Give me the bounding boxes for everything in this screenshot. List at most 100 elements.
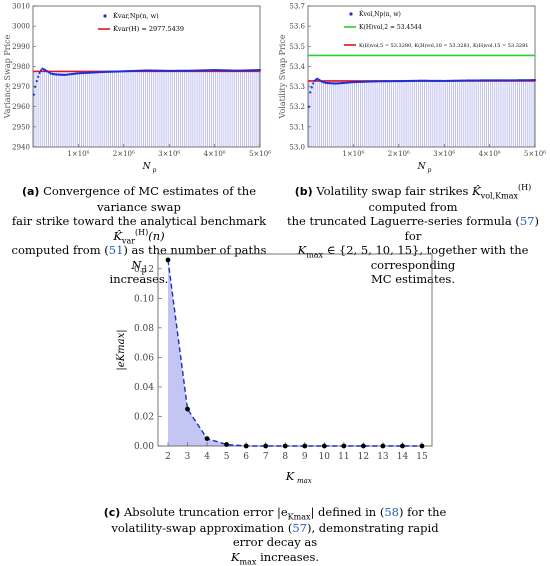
- mc-point: [307, 105, 311, 108]
- data-point: [282, 443, 288, 449]
- legend-marker-mc: [349, 12, 353, 16]
- plot-frame: [32, 5, 261, 148]
- x-tick-label: 14: [397, 452, 409, 462]
- y-tick-label: 53.2: [289, 103, 305, 111]
- y-tick-label: 53.7: [289, 3, 305, 11]
- chart-c: 0.00 0.02 0.04 0.06 0.08 0.10 0.12 2 3 4 5 6 7 8 9 10 11…: [116, 253, 433, 485]
- y-tick-label: 3010: [12, 3, 30, 11]
- mc-point: [37, 75, 40, 78]
- data-point: [243, 443, 249, 449]
- data-point: [400, 443, 405, 449]
- y-tick-label: 2990: [12, 43, 30, 51]
- x-tick-label: 11: [338, 452, 349, 462]
- x-tick-label: 1×10⁶: [342, 150, 364, 158]
- legend-label-mc: K̂var,Np(n, w): [113, 12, 159, 20]
- legend-label-mc: K̂vol,Np(n, w): [359, 11, 401, 18]
- data-point: [419, 443, 425, 449]
- ref-58[interactable]: 58: [384, 505, 399, 519]
- y-tick-label: 0.10: [134, 294, 154, 304]
- y-tick-label: 53.3: [289, 83, 305, 91]
- caption-c: (c) Absolute truncation error |eKmax| de…: [103, 505, 447, 566]
- caption-b-label: (b): [294, 185, 313, 198]
- plot-frame: [307, 5, 536, 148]
- y-tick-label: 0.02: [134, 412, 154, 422]
- x-axis-label-sub: p: [428, 167, 432, 174]
- x-tick-label: 5×10⁶: [524, 150, 546, 158]
- y-tick-label: 3000: [12, 23, 30, 31]
- data-point: [204, 436, 210, 442]
- x-tick-label: 8: [282, 452, 288, 462]
- data-point: [185, 406, 190, 412]
- chart-b: 53.0 53.1 53.2 53.3 53.4 53.5 53.6 53.7 1×10⁶ 2×1…: [278, 3, 546, 175]
- x-tick-label: 6: [243, 452, 249, 462]
- x-tick-label: 3×10⁶: [158, 150, 180, 158]
- y-tick-label: 2940: [12, 144, 30, 152]
- x-tick-label: 7: [263, 452, 269, 462]
- data-point: [165, 257, 171, 263]
- y-tick-label: 53.4: [289, 63, 305, 71]
- y-tick-label: 2950: [12, 123, 30, 131]
- x-axis-label-sub: p: [153, 167, 157, 174]
- mc-point: [533, 79, 537, 82]
- data-point: [321, 443, 327, 449]
- x-tick-label: 9: [302, 452, 308, 462]
- y-axis-label: Variance Swap Price: [3, 34, 12, 119]
- mc-point: [38, 71, 41, 75]
- data-point: [263, 443, 269, 449]
- caption-b: (b) Volatility swap fair strikes K̂vol,K…: [287, 183, 539, 286]
- ref-57[interactable]: 57: [519, 214, 535, 228]
- caption-a-line1: Convergence of MC estimates of the varia…: [43, 184, 257, 214]
- y-tick-label: 0.00: [134, 442, 154, 452]
- x-tick-label: 2×10⁶: [113, 150, 135, 158]
- x-tick-label: 4×10⁶: [204, 150, 226, 158]
- x-tick-label: 2: [165, 452, 171, 462]
- y-tick-label: 53.1: [289, 123, 305, 131]
- caption-a: (a) Convergence of MC estimates of the v…: [11, 184, 267, 286]
- mc-point: [312, 82, 315, 85]
- x-tick-label: 3: [185, 452, 191, 462]
- ref-57b[interactable]: 57: [292, 520, 307, 535]
- x-tick-label: 1×10⁶: [67, 150, 89, 158]
- x-tick-label: 5×10⁶: [249, 150, 271, 158]
- legend-label-k5: K(H)vol,5 = 53.3280, K(H)vol,10 = 53.328…: [359, 42, 528, 49]
- mc-point: [310, 86, 313, 89]
- caption-a-label: (a): [21, 185, 40, 198]
- x-tick-label: 13: [377, 452, 389, 462]
- y-axis-label: |eKmax|: [116, 329, 127, 370]
- x-tick-label: 2×10⁶: [388, 150, 410, 158]
- data-point: [341, 443, 347, 449]
- mc-point: [34, 85, 37, 88]
- legend-label-bench: K̂var(H) = 2977.5439: [113, 25, 184, 33]
- y-tick-label: 2960: [12, 103, 30, 111]
- x-tick-label: 4×10⁶: [479, 150, 501, 158]
- y-tick-label: 0.12: [134, 265, 154, 275]
- x-axis-label-sub: max: [297, 477, 312, 485]
- x-tick-label: 12: [358, 452, 369, 462]
- legend-marker-mc: [103, 14, 107, 18]
- x-axis-label: N: [142, 162, 152, 172]
- data-point: [360, 443, 366, 449]
- y-axis-label: Volatility Swap Price: [278, 34, 287, 119]
- y-tick-label: 53.5: [289, 43, 305, 51]
- mc-point: [39, 69, 43, 72]
- data-point: [380, 443, 386, 449]
- y-tick-label: 2980: [12, 63, 30, 71]
- mc-point: [32, 93, 36, 96]
- mc-point: [258, 68, 262, 72]
- mc-point: [35, 80, 38, 83]
- x-tick-label: 10: [319, 452, 331, 462]
- x-axis-label: K: [285, 470, 295, 483]
- plot-frame: [157, 253, 433, 447]
- x-tick-label: 3×10⁶: [433, 150, 455, 158]
- error-series-line: [167, 259, 422, 447]
- x-tick-label: 15: [416, 452, 428, 462]
- chart-a: 2940 2950 2960 2970 2980 2990 3000 3010 1×10⁶ 2×1…: [3, 3, 271, 175]
- ref-51[interactable]: 51: [108, 243, 124, 257]
- y-tick-label: 53.6: [289, 23, 305, 31]
- y-tick-label: 0.08: [134, 324, 154, 334]
- y-tick-label: 2970: [12, 83, 30, 91]
- x-tick-label: 5: [224, 452, 230, 462]
- y-tick-label: 53.0: [289, 144, 305, 152]
- y-tick-label: 0.06: [134, 353, 154, 363]
- legend-label-k2: K(H)vol,2 = 53.4544: [359, 24, 422, 31]
